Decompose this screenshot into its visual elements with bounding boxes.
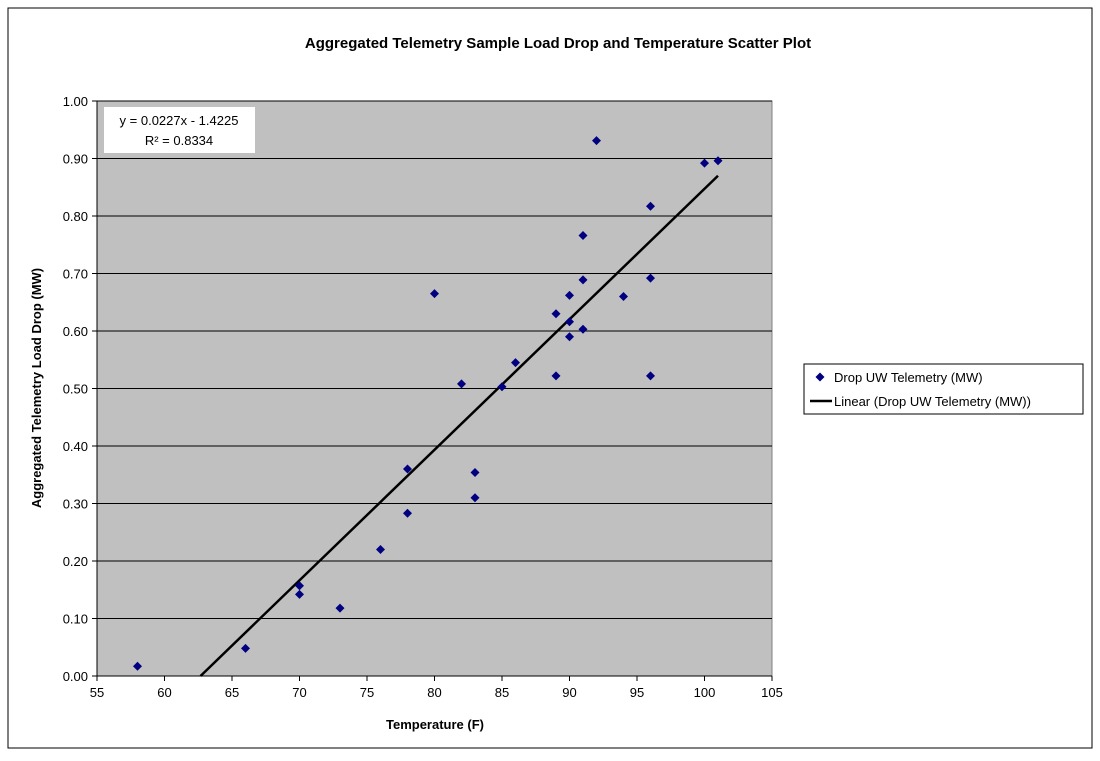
data-point: [578, 231, 588, 241]
y-tick-label: 0.40: [63, 439, 88, 454]
legend-label: Drop UW Telemetry (MW): [834, 370, 983, 385]
legend-marker: [815, 372, 825, 382]
data-point: [133, 661, 142, 671]
y-tick-label: 0.80: [63, 209, 88, 224]
x-tick-label: 55: [90, 685, 104, 700]
data-point: [511, 358, 520, 368]
y-axis-label: Aggregated Telemetry Load Drop (MW): [29, 268, 44, 508]
chart-title: Aggregated Telemetry Sample Load Drop an…: [305, 35, 811, 52]
y-tick-label: 0.10: [63, 612, 88, 627]
data-point: [295, 589, 304, 599]
data-point: [551, 309, 561, 319]
y-tick-label: 1.00: [63, 94, 88, 109]
data-point: [713, 156, 723, 166]
y-tick-label: 0.00: [63, 669, 88, 684]
legend-box: [803, 363, 1084, 415]
trend-equation: y = 0.0227x - 1.4225: [120, 113, 239, 128]
data-point: [457, 379, 466, 389]
data-point: [646, 371, 655, 381]
data-point: [565, 317, 574, 327]
y-tick-label: 0.50: [63, 382, 88, 397]
x-tick-label: 95: [630, 685, 644, 700]
data-point: [565, 290, 574, 300]
x-tick-label: 100: [694, 685, 716, 700]
data-point: [619, 292, 628, 301]
y-tick-label: 0.70: [63, 267, 88, 282]
x-tick-label: 105: [761, 685, 783, 700]
y-tick-label: 0.90: [63, 152, 88, 167]
data-point: [403, 508, 412, 518]
equation-box: [104, 107, 255, 153]
data-point: [295, 581, 304, 591]
data-point: [470, 493, 480, 503]
data-point: [565, 332, 574, 342]
data-point: [470, 467, 480, 477]
legend-label: Linear (Drop UW Telemetry (MW)): [834, 394, 1031, 409]
data-point: [376, 545, 385, 554]
trend-r-squared: R² = 0.8334: [145, 133, 213, 148]
data-point: [578, 324, 588, 334]
data-point: [241, 643, 250, 653]
data-point: [578, 275, 588, 285]
x-tick-label: 70: [292, 685, 306, 700]
y-tick-label: 0.60: [63, 324, 88, 339]
data-point: [403, 464, 412, 474]
x-axis-label: Temperature (F): [386, 717, 484, 732]
data-point: [551, 371, 561, 381]
data-point: [335, 603, 345, 613]
y-tick-label: 0.30: [63, 497, 88, 512]
data-point: [430, 289, 439, 299]
x-tick-label: 90: [562, 685, 576, 700]
x-tick-label: 60: [157, 685, 171, 700]
data-point: [646, 273, 655, 283]
trendline: [199, 174, 719, 677]
x-tick-label: 80: [427, 685, 441, 700]
x-tick-label: 85: [495, 685, 509, 700]
y-tick-label: 0.20: [63, 554, 88, 569]
data-point: [497, 382, 507, 392]
data-point: [592, 136, 601, 146]
data-point: [646, 201, 655, 211]
x-tick-label: 65: [225, 685, 239, 700]
x-tick-label: 75: [360, 685, 374, 700]
data-point: [700, 158, 709, 168]
